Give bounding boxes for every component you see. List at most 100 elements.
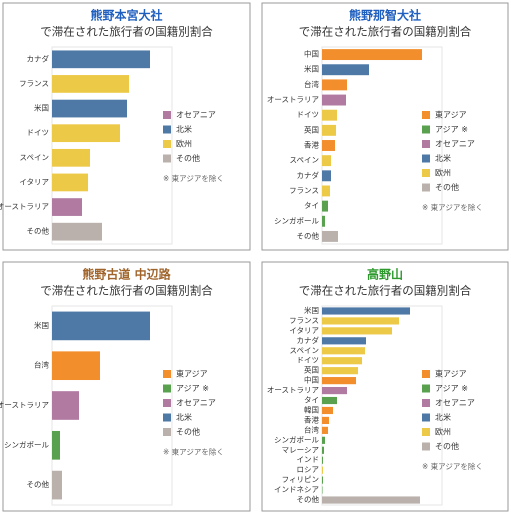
y-tick-label: シンガポール bbox=[274, 215, 319, 225]
y-tick-label: スペイン bbox=[290, 156, 319, 165]
y-tick-label: タイ bbox=[304, 396, 319, 405]
bar bbox=[322, 109, 337, 121]
bar bbox=[322, 337, 366, 345]
y-tick-label: 香港 bbox=[304, 140, 319, 150]
chart-title: 熊野古道 中辺路 bbox=[82, 267, 171, 282]
chart: 熊野古道 中辺路で滞在された旅行者の国籍別割合米国台湾オーストラリアシンガポール… bbox=[0, 261, 251, 512]
bar bbox=[52, 222, 102, 241]
chart-subtitle: で滞在された旅行者の国籍別割合 bbox=[40, 284, 213, 298]
bar bbox=[322, 436, 325, 444]
y-tick-label: 英国 bbox=[304, 365, 319, 375]
y-tick-label: 米国 bbox=[304, 64, 319, 74]
y-tick-label: 台湾 bbox=[304, 79, 319, 89]
y-tick-label: ドイツ bbox=[297, 356, 320, 365]
legend-label: 北米 bbox=[435, 412, 451, 422]
y-tick-label: カナダ bbox=[297, 335, 320, 345]
legend-label: オセアニア bbox=[435, 140, 475, 149]
bar bbox=[52, 99, 127, 118]
legend-label: その他 bbox=[435, 182, 459, 192]
chart: 熊野本宮大社で滞在された旅行者の国籍別割合カナダフランス米国ドイツスペインイタリ… bbox=[0, 2, 251, 251]
y-tick-label: 米国 bbox=[34, 103, 49, 113]
y-tick-label: タイ bbox=[304, 201, 319, 210]
bar bbox=[52, 148, 90, 167]
y-tick-label: オーストラリア bbox=[0, 401, 49, 410]
y-tick-label: 韓国 bbox=[304, 404, 319, 414]
chart-title: 熊野那智大社 bbox=[349, 8, 421, 23]
legend-note: ※ 東アジアを除く bbox=[422, 202, 483, 212]
y-tick-label: フランス bbox=[289, 186, 319, 195]
legend-swatch bbox=[422, 384, 430, 393]
bar bbox=[322, 94, 346, 106]
legend-swatch bbox=[163, 140, 171, 148]
chart-title: 高野山 bbox=[367, 267, 403, 282]
y-tick-label: 中国 bbox=[304, 49, 319, 59]
bar bbox=[322, 486, 323, 494]
legend-swatch bbox=[163, 370, 171, 378]
y-tick-label: 米国 bbox=[304, 305, 319, 315]
y-tick-label: カナダ bbox=[297, 170, 320, 180]
y-tick-label: 英国 bbox=[304, 124, 319, 134]
chart-title: 熊野本宮大社 bbox=[90, 8, 162, 23]
legend-label: オセアニア bbox=[435, 399, 475, 408]
bar bbox=[322, 347, 365, 355]
legend-label: 北米 bbox=[435, 153, 451, 163]
y-tick-label: インドネシア bbox=[274, 485, 319, 494]
legend-label: オセアニア bbox=[176, 111, 216, 120]
legend-swatch bbox=[163, 428, 171, 436]
y-tick-label: その他 bbox=[297, 494, 320, 504]
bar bbox=[322, 124, 336, 136]
y-tick-label: イタリア bbox=[289, 326, 319, 335]
legend-label: その他 bbox=[435, 441, 459, 451]
legend-swatch bbox=[422, 370, 430, 378]
bar bbox=[52, 391, 79, 420]
bar bbox=[322, 357, 362, 365]
legend-swatch bbox=[163, 384, 171, 393]
y-tick-label: 中国 bbox=[304, 375, 319, 385]
bar bbox=[52, 430, 60, 460]
legend-label: 北米 bbox=[176, 124, 192, 134]
y-tick-label: その他 bbox=[297, 230, 320, 240]
chart: 熊野那智大社で滞在された旅行者の国籍別割合中国米国台湾オーストラリアドイツ英国香… bbox=[261, 2, 509, 251]
bar bbox=[322, 215, 325, 227]
bar bbox=[322, 200, 328, 212]
legend-note: ※ 東アジアを除く bbox=[163, 447, 224, 457]
legend-label: オセアニア bbox=[176, 399, 216, 408]
legend-swatch bbox=[422, 111, 430, 119]
legend-swatch bbox=[422, 442, 430, 451]
y-tick-label: フランス bbox=[289, 316, 319, 325]
y-tick-label: シンガポール bbox=[4, 439, 49, 449]
bar bbox=[322, 446, 324, 454]
legend-swatch bbox=[163, 154, 171, 163]
bar bbox=[322, 367, 358, 375]
legend-label: アジア ※ bbox=[435, 125, 468, 134]
legend-label: 東アジア bbox=[176, 369, 208, 379]
y-tick-label: スペイン bbox=[20, 153, 49, 162]
legend-label: 東アジア bbox=[435, 369, 467, 379]
chart-subtitle: で滞在された旅行者の国籍別割合 bbox=[299, 284, 472, 298]
y-tick-label: ドイツ bbox=[297, 110, 320, 119]
bar bbox=[322, 230, 338, 242]
bar bbox=[52, 198, 82, 216]
legend-label: その他 bbox=[176, 427, 200, 437]
bar bbox=[52, 470, 62, 500]
bar bbox=[322, 327, 392, 335]
y-tick-label: その他 bbox=[27, 226, 50, 236]
legend-label: アジア ※ bbox=[435, 384, 468, 393]
y-tick-label: イタリア bbox=[19, 177, 49, 186]
bar bbox=[52, 311, 150, 341]
bar bbox=[322, 79, 347, 91]
chart-subtitle: で滞在された旅行者の国籍別割合 bbox=[299, 25, 472, 39]
bar bbox=[52, 50, 150, 69]
bar bbox=[322, 416, 329, 425]
y-tick-label: 香港 bbox=[304, 414, 319, 424]
y-tick-label: ドイツ bbox=[27, 128, 50, 137]
bar bbox=[322, 456, 323, 464]
legend-label: 北米 bbox=[176, 412, 192, 422]
legend-swatch bbox=[422, 183, 430, 192]
legend-swatch bbox=[163, 111, 171, 119]
y-tick-label: インド bbox=[297, 455, 320, 464]
bar bbox=[322, 476, 323, 484]
y-tick-label: 台湾 bbox=[34, 360, 49, 370]
y-tick-label: シンガポール bbox=[274, 434, 319, 444]
